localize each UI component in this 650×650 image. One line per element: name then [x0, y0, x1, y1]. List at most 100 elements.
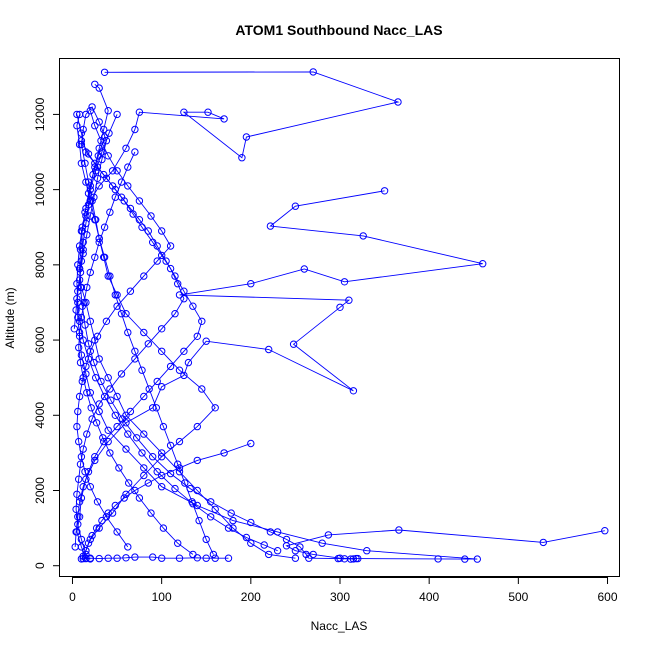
data-point — [100, 125, 108, 134]
data-point — [86, 317, 95, 325]
data-point — [158, 449, 166, 457]
data-point — [193, 332, 202, 340]
data-point — [100, 437, 108, 446]
data-point — [166, 242, 175, 250]
data-point — [158, 471, 166, 480]
data-point — [113, 392, 121, 401]
data-point — [102, 317, 111, 325]
data-point — [113, 110, 121, 119]
data-point — [158, 347, 166, 355]
data-point — [115, 464, 123, 472]
data-point — [266, 222, 275, 230]
data-point — [77, 453, 86, 461]
data-point — [77, 313, 86, 322]
data-point — [247, 539, 255, 547]
data-point — [162, 257, 170, 265]
data-point — [220, 115, 228, 123]
data-point — [93, 332, 102, 340]
data-point — [265, 345, 273, 354]
data-point — [359, 232, 367, 240]
data-point — [78, 377, 87, 386]
data-point — [135, 216, 144, 224]
data-point — [92, 216, 100, 224]
data-point — [104, 426, 112, 434]
data-point — [91, 453, 99, 461]
data-point — [91, 456, 99, 465]
data-point — [92, 419, 101, 427]
data-point — [242, 133, 251, 141]
data-point — [260, 541, 268, 549]
x-tick-label: 200 — [241, 590, 261, 604]
data-point — [302, 550, 310, 559]
data-point — [145, 385, 153, 393]
data-point — [75, 475, 83, 483]
data-point — [124, 163, 132, 171]
data-point — [83, 430, 91, 438]
series-line — [76, 114, 278, 552]
y-tick-label: 6000 — [33, 326, 47, 353]
data-point — [75, 343, 83, 352]
data-point — [124, 430, 132, 438]
x-tick-label: 600 — [598, 590, 618, 604]
data-point — [152, 404, 161, 412]
data-point — [75, 317, 84, 325]
data-point — [76, 268, 85, 277]
data-point — [73, 422, 81, 431]
data-point — [84, 340, 93, 348]
data-point — [473, 555, 481, 563]
series-line — [75, 140, 185, 555]
data-point — [296, 543, 304, 551]
data-point — [79, 483, 87, 491]
data-point — [70, 325, 79, 333]
data-point — [74, 520, 82, 528]
data-point — [97, 377, 105, 386]
data-point — [117, 178, 126, 186]
data-point — [158, 554, 166, 562]
data-point — [104, 374, 112, 382]
data-point — [300, 265, 308, 273]
data-point — [86, 107, 95, 115]
data-point — [86, 535, 95, 544]
data-point — [193, 501, 202, 510]
data-point — [334, 554, 342, 563]
data-point — [95, 238, 103, 247]
data-point — [181, 479, 189, 487]
x-tick-label: 100 — [152, 590, 172, 604]
x-tick-label: 0 — [69, 590, 76, 604]
data-point — [86, 389, 95, 397]
data-point — [180, 347, 188, 355]
data-point — [174, 460, 182, 468]
data-point — [318, 539, 326, 547]
data-point — [113, 528, 121, 536]
data-point — [73, 110, 81, 119]
data-point — [77, 159, 86, 168]
data-point — [91, 80, 99, 89]
data-point — [79, 552, 87, 560]
data-point — [111, 501, 120, 510]
data-point — [189, 302, 197, 310]
data-point — [94, 152, 103, 160]
data-point — [207, 513, 215, 521]
data-point — [102, 174, 111, 183]
data-point — [100, 68, 109, 77]
data-point — [140, 471, 148, 480]
data-point — [282, 535, 291, 544]
data-point — [95, 182, 103, 190]
data-point — [81, 468, 89, 476]
data-point — [171, 272, 179, 280]
x-tick-label: 500 — [508, 590, 528, 604]
data-point — [113, 422, 121, 431]
data-point — [102, 513, 111, 521]
data-point — [202, 535, 210, 544]
data-point — [159, 422, 168, 431]
data-point — [131, 486, 139, 495]
data-point — [93, 163, 102, 171]
data-point — [202, 337, 210, 345]
data-point — [88, 531, 96, 540]
data-point — [229, 516, 237, 525]
series-line — [78, 151, 194, 555]
data-point — [394, 98, 402, 106]
y-tick-label: 0 — [33, 562, 47, 569]
data-point — [75, 242, 84, 250]
data-point — [202, 554, 210, 562]
